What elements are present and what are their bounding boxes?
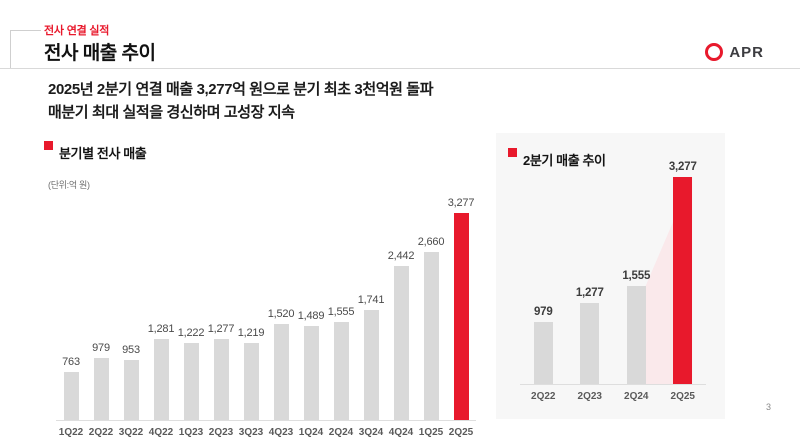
bar-1Q25	[423, 252, 439, 420]
x-tick-1Q24: 1Q24	[298, 427, 324, 438]
q2-trend-legend: 2분기 매출 추이	[508, 147, 606, 169]
bar-value-label: 1,222	[177, 326, 205, 339]
bar-group-2Q25: 3,277	[446, 197, 476, 420]
bar-value-label: 2,442	[387, 249, 415, 262]
bar-group-4Q23: 1,520	[266, 308, 296, 420]
bar-value-label: 1,555	[327, 305, 355, 318]
bar-group-4Q22: 1,281	[146, 323, 176, 420]
x-axis-ticks: 1Q22 2Q22 3Q22 4Q22 1Q23 2Q23 3Q23 4Q23 1Q24 2Q24…	[56, 427, 476, 438]
bar-value-label: 1,277	[207, 323, 235, 336]
x-tick-3Q22: 3Q22	[118, 427, 144, 438]
bar-value-label: 979	[92, 342, 110, 355]
bar-value-label: 1,281	[147, 323, 175, 336]
bar-1Q22	[63, 371, 79, 420]
x-tick-2Q23: 2Q23	[577, 391, 602, 402]
bar-group-4Q24: 2,442	[386, 250, 416, 420]
bar-group-1Q22: 763	[56, 356, 86, 420]
x-tick-2Q25: 2Q25	[670, 391, 695, 402]
bar-group-2Q23: 1,277	[567, 287, 614, 384]
highlight-bar-2Q25	[673, 177, 693, 384]
bar-3Q22	[123, 359, 139, 420]
quarterly-revenue-legend: 분기별 전사 매출	[44, 140, 488, 162]
q2-trend-title: 2분기 매출 추이	[523, 153, 606, 168]
bar-4Q24	[393, 265, 409, 420]
bar-group-2Q23: 1,277	[206, 323, 236, 420]
bar-value-label: 2,660	[417, 236, 445, 248]
x-tick-2Q23: 2Q23	[208, 427, 234, 438]
bar-group-2Q25: 3,277	[660, 161, 707, 384]
x-tick-2Q22: 2Q22	[531, 391, 556, 402]
bar-4Q22	[153, 339, 169, 420]
bar-3Q24	[363, 310, 379, 420]
bar-value-label: 3,277	[668, 161, 697, 173]
x-tick-2Q22: 2Q22	[88, 427, 114, 438]
x-axis-ticks: 2Q22 2Q23 2Q24 2Q25	[520, 391, 706, 402]
bar-2Q24	[626, 285, 646, 384]
bar-2Q22	[533, 322, 553, 384]
header-corner-bracket	[10, 30, 41, 69]
legend-bullet-icon	[508, 148, 517, 157]
bar-group-2Q22: 979	[86, 342, 116, 420]
bars-row: 763 979 953 1,281 1,222 1,277 1,219 1,520 1,489 1…	[56, 192, 476, 421]
bar-group-2Q24: 1,555	[613, 270, 660, 384]
header-divider	[0, 68, 800, 69]
bar-2Q22	[93, 358, 109, 420]
x-tick-4Q24: 4Q24	[388, 427, 414, 438]
x-tick-2Q24: 2Q24	[328, 427, 354, 438]
bar-group-2Q22: 979	[520, 306, 567, 384]
apr-logo-circle-icon	[705, 43, 724, 61]
x-tick-2Q24: 2Q24	[624, 391, 649, 402]
page-title: 전사 매출 추이	[44, 43, 156, 64]
summary-line-2: 매분기 최대 실적을 경신하며 고성장 지속	[48, 104, 295, 121]
bar-4Q23	[273, 324, 289, 420]
x-tick-1Q23: 1Q23	[178, 427, 204, 438]
bar-group-1Q23: 1,222	[176, 327, 206, 420]
bar-2Q23	[580, 303, 600, 384]
bar-3Q23	[243, 343, 259, 420]
bar-value-label: 1,489	[297, 309, 325, 322]
bar-2Q24	[333, 321, 349, 420]
quarterly-revenue-chart: 분기별 전사 매출 (단위:억 원) 763 979 953 1,281 1,222 1,…	[44, 140, 488, 438]
x-tick-4Q22: 4Q22	[148, 427, 174, 438]
x-tick-3Q23: 3Q23	[238, 427, 264, 438]
x-tick-2Q25: 2Q25	[448, 427, 474, 438]
bars-row: 979 1,277 1,555 3,277	[520, 156, 706, 385]
bar-value-label: 1,741	[357, 294, 385, 306]
bar-1Q23	[183, 342, 199, 420]
bar-value-label: 1,277	[575, 287, 604, 300]
q2-trend-plot: 979 1,277 1,555 3,277 2Q22 2Q23 2Q24 2Q25	[520, 156, 706, 402]
header-eyebrow: 전사 연결 실적	[44, 25, 110, 37]
page-number: 3	[766, 402, 772, 412]
x-tick-3Q24: 3Q24	[358, 427, 384, 438]
apr-logo-text: APR	[729, 43, 764, 61]
q2-trend-panel: 2분기 매출 추이 979 1,277 1,555 3,277 2Q22 2Q23 2Q2…	[496, 133, 725, 419]
unit-label: (단위:억 원)	[48, 180, 90, 190]
x-tick-4Q23: 4Q23	[268, 427, 294, 438]
bar-1Q24	[303, 325, 319, 420]
bar-value-label: 3,277	[447, 197, 475, 209]
bar-value-label: 1,520	[267, 308, 295, 320]
quarterly-revenue-plot: 763 979 953 1,281 1,222 1,277 1,219 1,520 1,489 1…	[56, 192, 476, 438]
bar-value-label: 1,219	[237, 327, 265, 339]
bar-value-label: 1,555	[622, 269, 651, 282]
bar-value-label: 979	[533, 306, 553, 319]
apr-logo: APR	[705, 43, 764, 61]
bar-2Q23	[213, 339, 229, 420]
legend-bullet-icon	[44, 141, 53, 150]
summary-line-1: 2025년 2분기 연결 매출 3,277억 원으로 분기 최초 3천억원 돌파	[48, 81, 434, 98]
x-tick-1Q25: 1Q25	[418, 427, 444, 438]
bar-group-1Q25: 2,660	[416, 236, 446, 420]
quarterly-revenue-title: 분기별 전사 매출	[59, 146, 147, 161]
bar-group-3Q24: 1,741	[356, 294, 386, 420]
summary-block: 2025년 2분기 연결 매출 3,277억 원으로 분기 최초 3천억원 돌파…	[48, 78, 434, 124]
bar-group-3Q22: 953	[116, 344, 146, 420]
bar-value-label: 953	[122, 343, 140, 356]
x-tick-1Q22: 1Q22	[58, 427, 84, 438]
bar-group-1Q24: 1,489	[296, 310, 326, 420]
bar-group-2Q24: 1,555	[326, 306, 356, 420]
bar-group-3Q23: 1,219	[236, 327, 266, 420]
highlight-bar-2Q25	[453, 213, 469, 420]
bar-value-label: 763	[62, 355, 80, 368]
